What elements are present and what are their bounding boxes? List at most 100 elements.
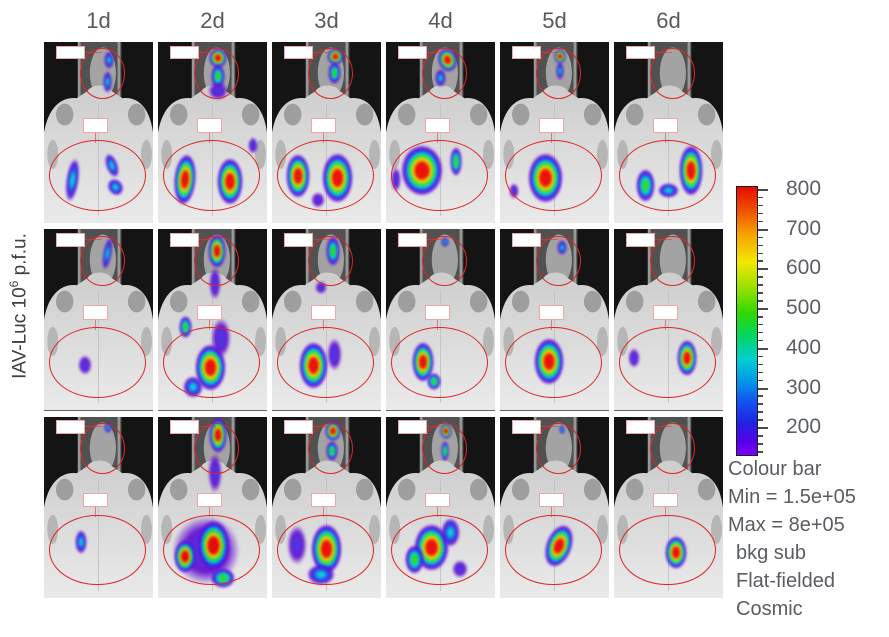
tube-edge-left (533, 229, 537, 291)
colorbar-major-tick (758, 427, 768, 430)
mouse-image-row1-1d (44, 42, 153, 224)
roi-connector-top (85, 239, 102, 241)
mouse-paw-right (369, 139, 380, 169)
mouse-image-row1-2d (158, 42, 267, 224)
roi-label-box-middle (425, 118, 451, 133)
colorbar-tick-label-800: 800 (786, 177, 822, 200)
colorbar-minor-tick (758, 419, 763, 421)
dose-row-label-superscript: 6 (7, 280, 21, 288)
mouse-paw-right (141, 514, 152, 544)
roi-connector-top (655, 426, 672, 428)
annotation-line-4: Flat-fielded (736, 570, 835, 592)
tube-edge-left (647, 42, 651, 104)
roi-connector-middle (665, 319, 667, 330)
colorbar-minor-tick (758, 284, 763, 286)
colorbar-minor-tick (758, 339, 763, 342)
mouse-ear-left (397, 478, 416, 501)
roi-connector-middle (551, 132, 553, 143)
mouse-paw-right (483, 514, 494, 544)
roi-label-box-middle (311, 118, 337, 133)
roi-connector-middle (209, 319, 211, 330)
roi-connector-top (655, 239, 672, 241)
colorbar-minor-tick (758, 236, 763, 239)
roi-connector-middle (209, 507, 211, 518)
chest-roi-ellipse (277, 514, 375, 586)
tube-edge-left (419, 416, 423, 479)
colorbar-minor-tick (758, 292, 763, 294)
colorbar-minor-tick (758, 363, 763, 366)
roi-connector-top (199, 239, 216, 241)
mouse-ear-right (583, 290, 602, 313)
colorbar-tick-label-300: 300 (786, 375, 822, 399)
tube-edge-left (305, 229, 309, 291)
roi-connector-middle (551, 319, 553, 330)
roi-connector-middle (95, 507, 97, 518)
colorbar-minor-tick (758, 252, 763, 255)
nose-roi-ellipse (421, 423, 467, 474)
nose-roi-ellipse (79, 235, 125, 287)
mouse-ear-left (397, 290, 416, 313)
mouse-paw-right (597, 139, 608, 169)
roi-label-box-top (625, 45, 656, 60)
chest-roi-ellipse (163, 514, 261, 586)
tube-edge-left (305, 42, 309, 104)
mouse-ear-right (355, 290, 374, 313)
mouse-ear-left (625, 478, 644, 501)
colorbar-minor-tick (758, 300, 763, 302)
roi-connector-middle (665, 507, 667, 518)
roi-connector-middle (665, 132, 667, 143)
mouse-ear-left (511, 290, 530, 313)
colorbar-gradient (736, 186, 758, 456)
colorbar-ticks (758, 186, 772, 458)
nose-roi-ellipse (193, 423, 239, 474)
annotation-line-2: Max = 8e+05 (728, 514, 845, 536)
colorbar-minor-tick (758, 212, 763, 215)
nose-roi-ellipse (649, 48, 695, 100)
tube-edge-left (77, 416, 81, 479)
nose-roi-ellipse (193, 235, 239, 287)
colorbar-minor-tick (758, 331, 763, 334)
colorbar-major-tick (758, 268, 768, 271)
colorbar: 800 700 600 500 400 300 200 (736, 177, 886, 461)
mouse-image-row3-1d (44, 416, 153, 598)
mouse-ear-left (283, 478, 302, 501)
roi-connector-top (655, 51, 672, 53)
mouse-paw-right (255, 139, 266, 169)
colorbar-minor-tick (758, 347, 763, 350)
colorbar-minor-tick (758, 379, 763, 382)
roi-label-box-middle (311, 305, 337, 320)
roi-label-box-middle (425, 492, 451, 508)
roi-connector-top (541, 239, 558, 241)
roi-connector-top (427, 51, 444, 53)
mouse-ear-left (625, 290, 644, 313)
mouse-image-row3-5d (500, 416, 609, 598)
roi-label-box-middle (539, 492, 565, 508)
tube-edge-left (533, 416, 537, 479)
column-header-2d: 2d (200, 8, 225, 33)
colorbar-tick-label-600: 600 (786, 256, 822, 280)
chest-roi-ellipse (49, 514, 147, 586)
annotation-line-0: Colour bar (728, 458, 822, 480)
colorbar-tick-label-700: 700 (786, 216, 822, 240)
roi-label-box-top (283, 420, 314, 434)
colorbar-major-tick (758, 228, 768, 231)
column-header-5d: 5d (542, 8, 567, 33)
tube-edge-left (533, 42, 537, 104)
roi-label-box-top (511, 420, 542, 434)
chest-roi-ellipse (391, 514, 489, 586)
mouse-paw-right (711, 514, 722, 544)
chest-roi-ellipse (619, 139, 717, 211)
roi-label-box-top (283, 232, 314, 247)
colorbar-annotations: Colour bar Min = 1.5e+05 Max = 8e+05 bkg su… (728, 455, 888, 623)
roi-label-box-top (55, 232, 86, 247)
dose-row-label: IAV-Luc 106 p.f.u. (7, 201, 31, 411)
roi-label-box-top (397, 420, 428, 434)
roi-connector-middle (551, 507, 553, 518)
tube-edge-left (191, 416, 195, 479)
roi-connector-top (199, 426, 216, 428)
mouse-image-row1-6d (614, 42, 723, 224)
chest-roi-ellipse (391, 327, 489, 398)
roi-label-box-top (169, 420, 200, 434)
roi-connector-middle (323, 319, 325, 330)
chest-roi-ellipse (163, 327, 261, 398)
